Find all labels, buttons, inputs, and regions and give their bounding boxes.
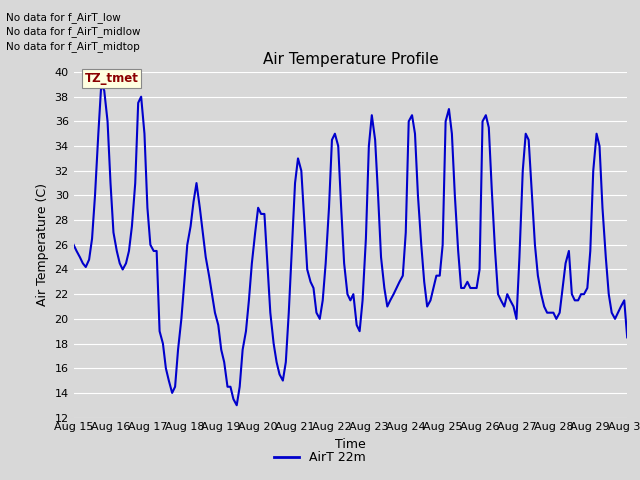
- Text: TZ_tmet: TZ_tmet: [84, 72, 138, 85]
- Text: No data for f_AirT_midlow: No data for f_AirT_midlow: [6, 26, 141, 37]
- X-axis label: Time: Time: [335, 438, 366, 451]
- Text: No data for f_AirT_low: No data for f_AirT_low: [6, 12, 121, 23]
- Y-axis label: Air Temperature (C): Air Temperature (C): [36, 183, 49, 306]
- Text: No data for f_AirT_midtop: No data for f_AirT_midtop: [6, 41, 140, 52]
- Legend: AirT 22m: AirT 22m: [269, 446, 371, 469]
- Title: Air Temperature Profile: Air Temperature Profile: [262, 52, 438, 67]
